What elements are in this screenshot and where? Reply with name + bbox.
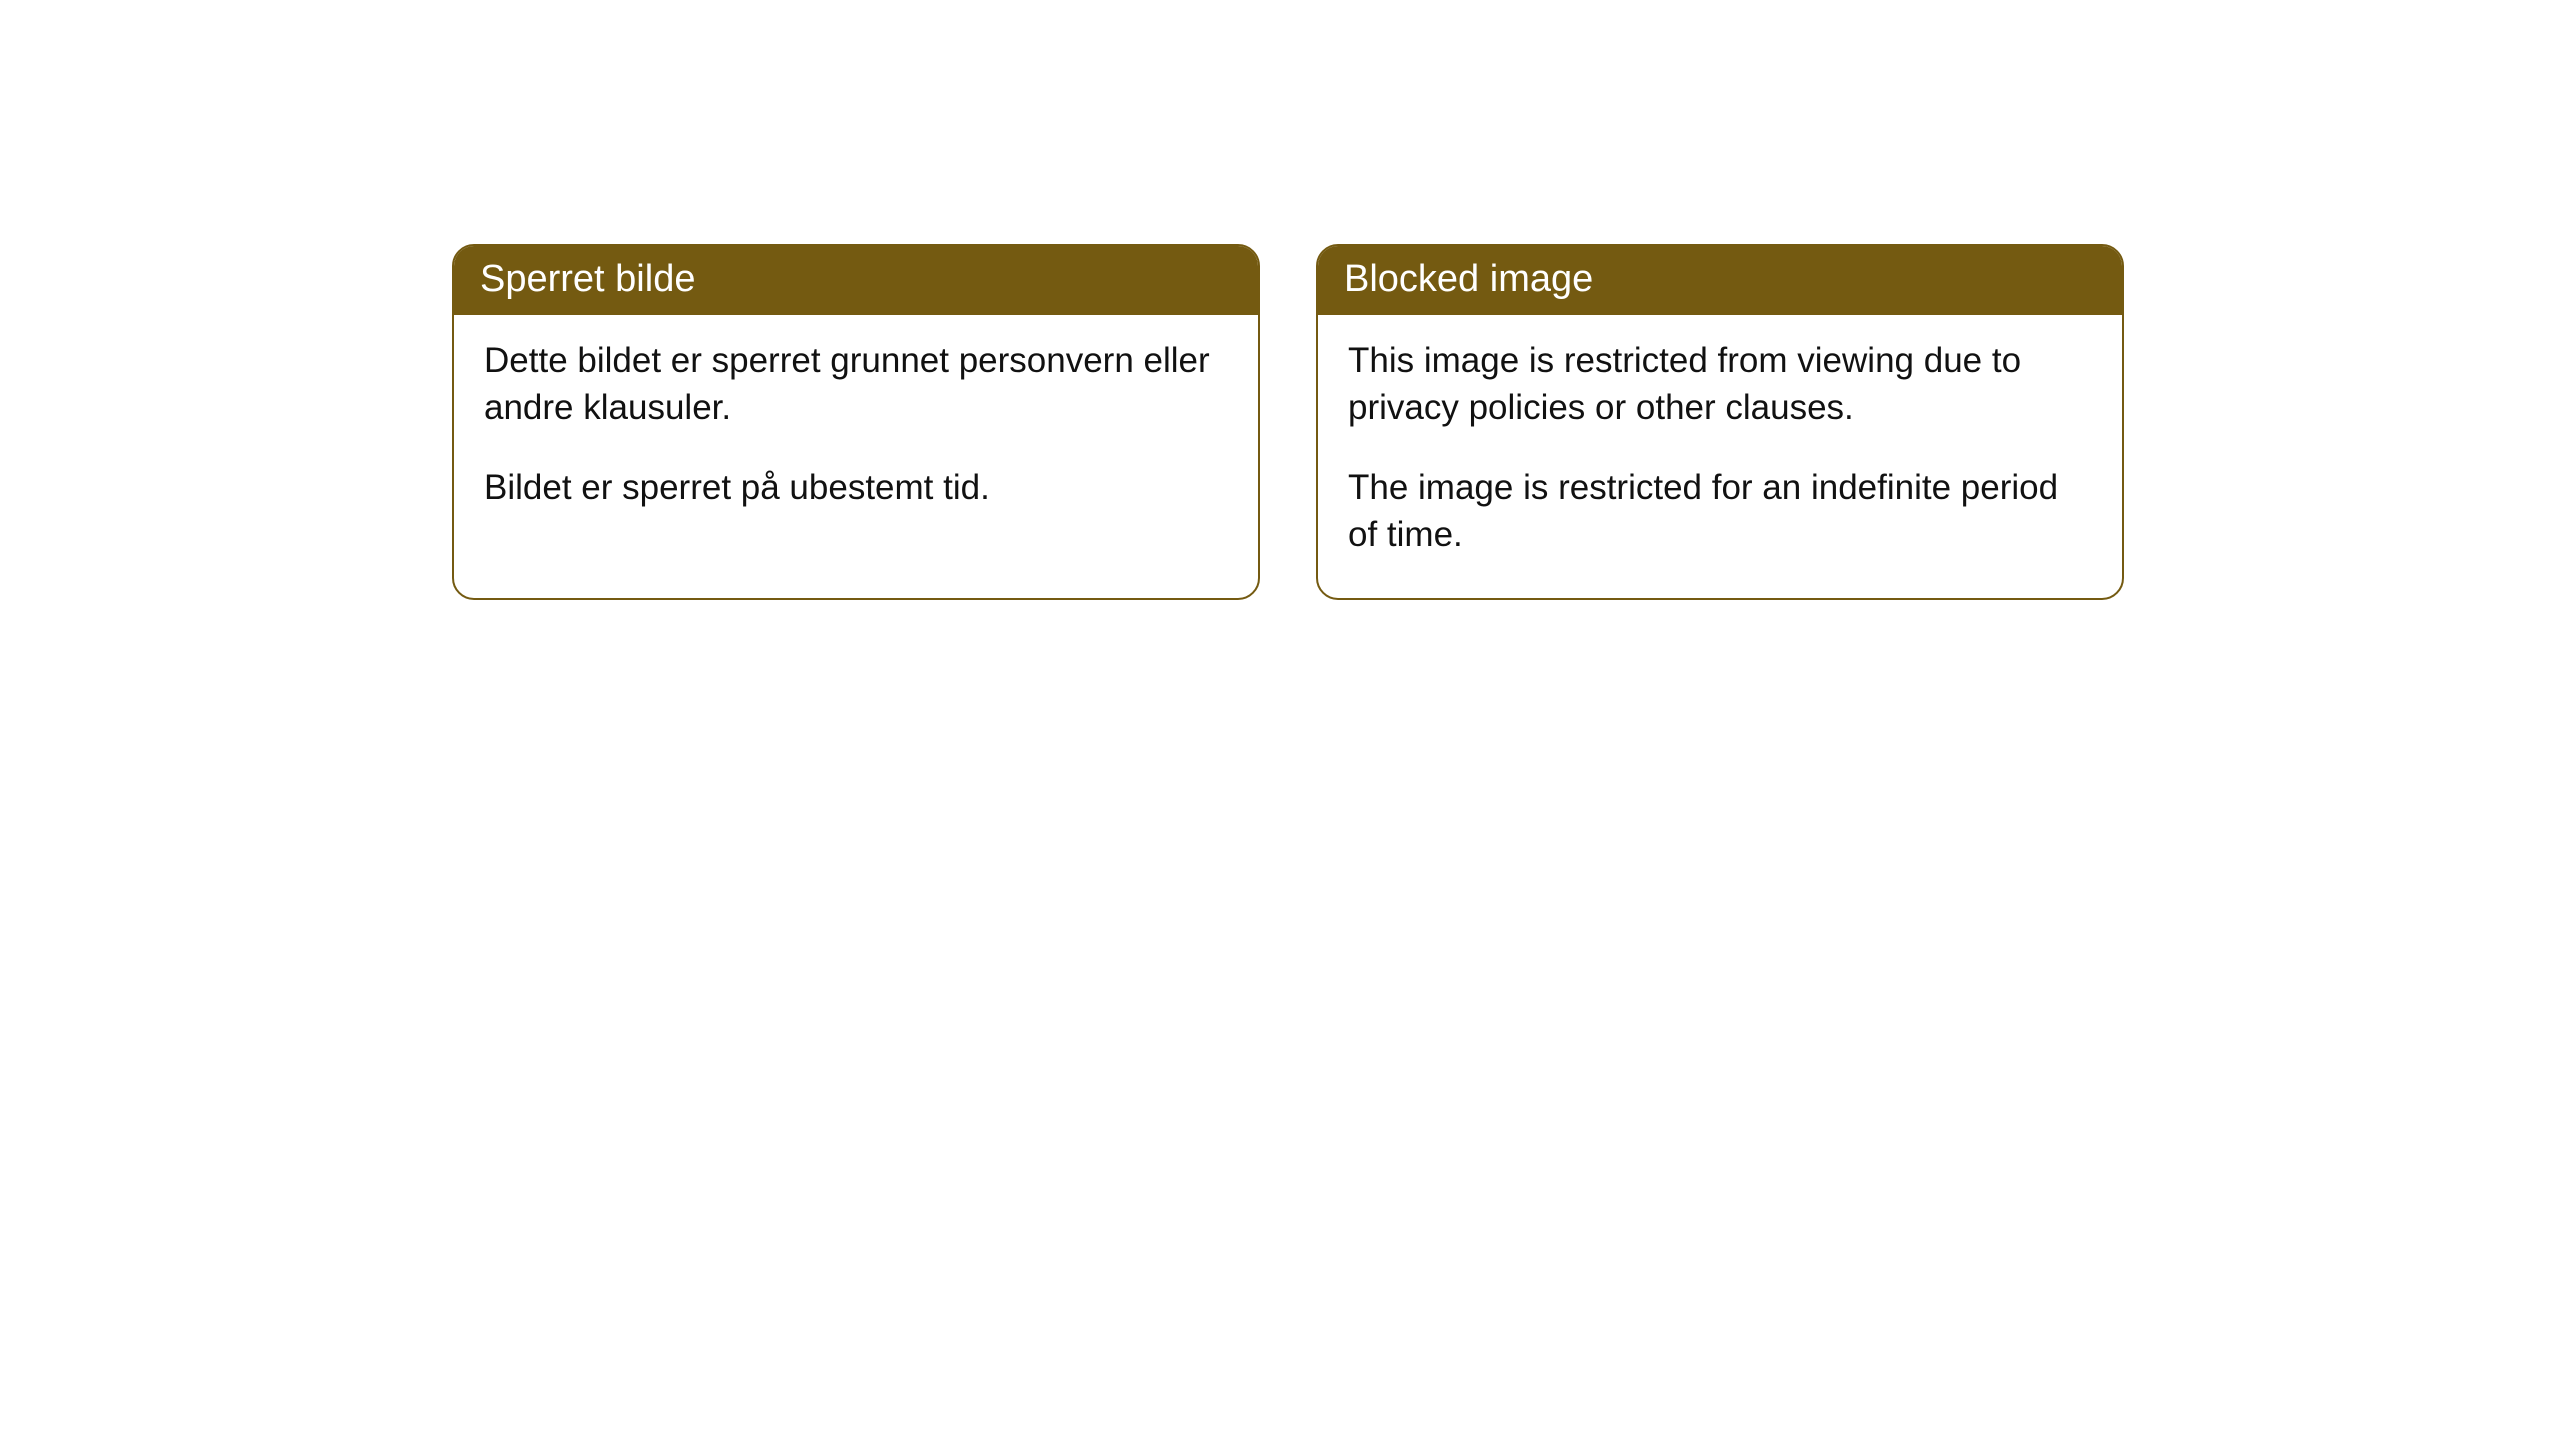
card-paragraph: Bildet er sperret på ubestemt tid. [484, 464, 1228, 511]
card-paragraph: This image is restricted from viewing du… [1348, 337, 2092, 432]
card-header: Sperret bilde [454, 246, 1258, 315]
notice-card-norwegian: Sperret bilde Dette bildet er sperret gr… [452, 244, 1260, 600]
notice-card-english: Blocked image This image is restricted f… [1316, 244, 2124, 600]
card-body: Dette bildet er sperret grunnet personve… [454, 315, 1258, 551]
notice-container: Sperret bilde Dette bildet er sperret gr… [0, 0, 2560, 600]
card-paragraph: Dette bildet er sperret grunnet personve… [484, 337, 1228, 432]
card-paragraph: The image is restricted for an indefinit… [1348, 464, 2092, 559]
card-body: This image is restricted from viewing du… [1318, 315, 2122, 598]
card-header: Blocked image [1318, 246, 2122, 315]
